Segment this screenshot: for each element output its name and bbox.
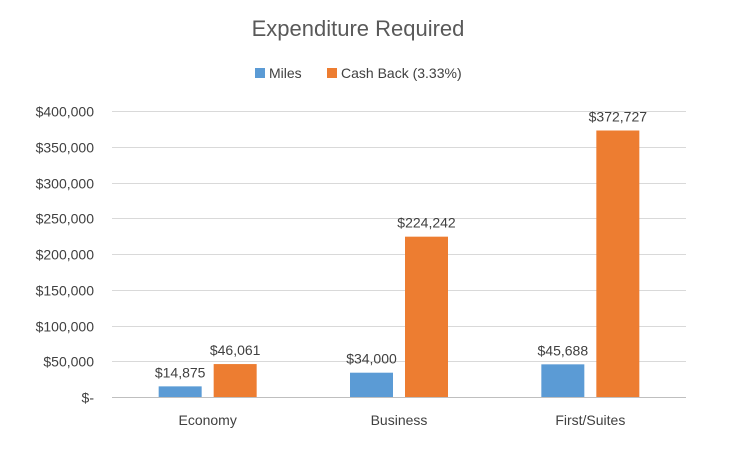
y-tick-label: $150,000 — [36, 283, 95, 299]
data-label: $372,727 — [589, 109, 648, 125]
y-tick-label: $200,000 — [36, 247, 95, 263]
y-tick-label: $250,000 — [36, 211, 95, 227]
y-tick-label: $300,000 — [36, 176, 95, 192]
y-tick-label: $- — [82, 390, 95, 406]
y-tick-label: $50,000 — [43, 354, 94, 370]
legend-label: Cash Back (3.33%) — [341, 65, 462, 81]
data-label: $45,688 — [538, 342, 589, 358]
x-axis: Economy Business First/Suites — [112, 397, 686, 428]
x-category-label: First/Suites — [555, 412, 625, 428]
bar-cash-firstsuites — [596, 130, 640, 398]
legend-item: Cash Back (3.33%) — [327, 65, 462, 81]
legend-swatch — [327, 68, 337, 78]
bar-miles-firstsuites — [541, 364, 585, 397]
bars — [158, 130, 640, 398]
data-label: $14,875 — [155, 364, 206, 380]
data-label: $34,000 — [346, 351, 397, 367]
legend-label: Miles — [269, 65, 302, 81]
x-category-label: Economy — [178, 412, 236, 428]
data-label: $224,242 — [397, 215, 456, 231]
y-tick-label: $350,000 — [36, 140, 95, 156]
gridlines — [112, 111, 686, 362]
bar-cash-economy — [213, 364, 257, 397]
data-label: $46,061 — [210, 342, 261, 358]
bar-miles-business — [350, 372, 393, 397]
bar-cash-business — [405, 236, 448, 397]
legend-swatch — [255, 68, 265, 78]
y-tick-label: $400,000 — [36, 104, 95, 120]
legend-item: Miles — [255, 65, 302, 81]
data-labels: $14,875$46,061 $34,000 $224,242 $45,688 $372… — [155, 109, 647, 381]
bar-miles-economy — [158, 386, 202, 397]
x-category-label: Business — [371, 412, 428, 428]
legend: Miles Cash Back (3.33%) — [255, 65, 462, 81]
chart-title: Expenditure Required — [252, 16, 465, 41]
y-tick-label: $100,000 — [36, 319, 95, 335]
y-axis: $- $50,000 $100,000 $150,000 $200,000 $250,00… — [36, 104, 95, 406]
